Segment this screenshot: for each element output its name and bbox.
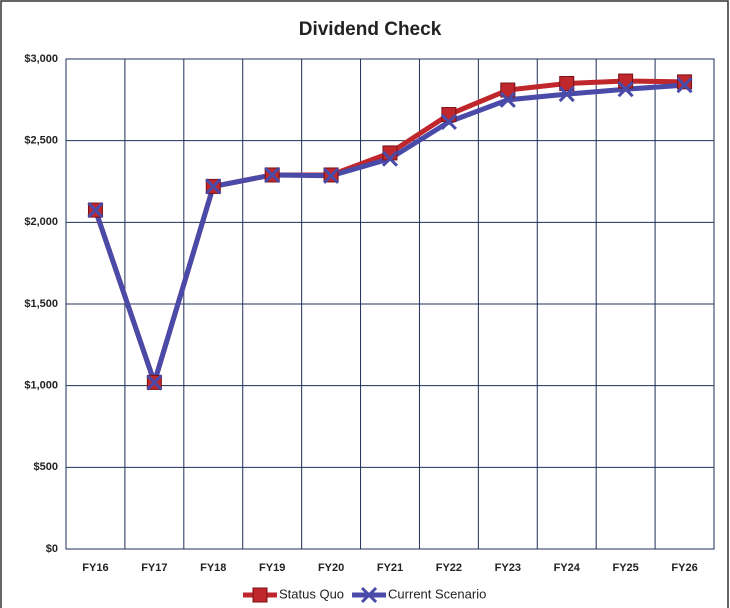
y-tick-label: $1,500 [24, 298, 58, 310]
marker [360, 586, 378, 604]
x-tick-label: FY22 [436, 562, 462, 574]
x-tick-label: FY18 [200, 562, 226, 574]
marker [440, 113, 457, 130]
x-tick-label: FY17 [141, 562, 167, 574]
marker [676, 77, 693, 94]
marker [617, 81, 634, 98]
marker [500, 82, 516, 98]
marker [323, 167, 340, 184]
marker [677, 74, 693, 90]
marker [381, 150, 399, 167]
marker [441, 107, 457, 123]
marker [252, 587, 268, 603]
x-tick-label: FY20 [318, 562, 344, 574]
marker [559, 76, 575, 91]
x-tick-label: FY23 [495, 562, 521, 574]
y-tick-label: $2,500 [24, 135, 58, 147]
marker [87, 202, 104, 219]
marker [264, 166, 281, 184]
y-tick-label: $2,000 [24, 216, 58, 228]
x-tick-label: FY19 [259, 562, 285, 574]
chart-title: Dividend Check [299, 19, 442, 40]
marker [205, 178, 222, 195]
x-tick-label: FY25 [612, 562, 638, 574]
legend-label: Current Scenario [388, 586, 486, 601]
marker [499, 91, 516, 108]
x-tick-label: FY16 [82, 562, 108, 574]
x-tick-label: FY26 [671, 562, 697, 574]
y-tick-label: $0 [46, 543, 58, 555]
marker [558, 86, 575, 103]
y-tick-label: $500 [34, 461, 58, 473]
x-tick-label: FY21 [377, 562, 403, 574]
legend-label: Status Quo [279, 586, 344, 601]
y-tick-label: $3,000 [24, 53, 58, 65]
marker [146, 374, 163, 391]
x-tick-label: FY24 [554, 562, 581, 574]
y-tick-label: $1,000 [24, 380, 58, 392]
